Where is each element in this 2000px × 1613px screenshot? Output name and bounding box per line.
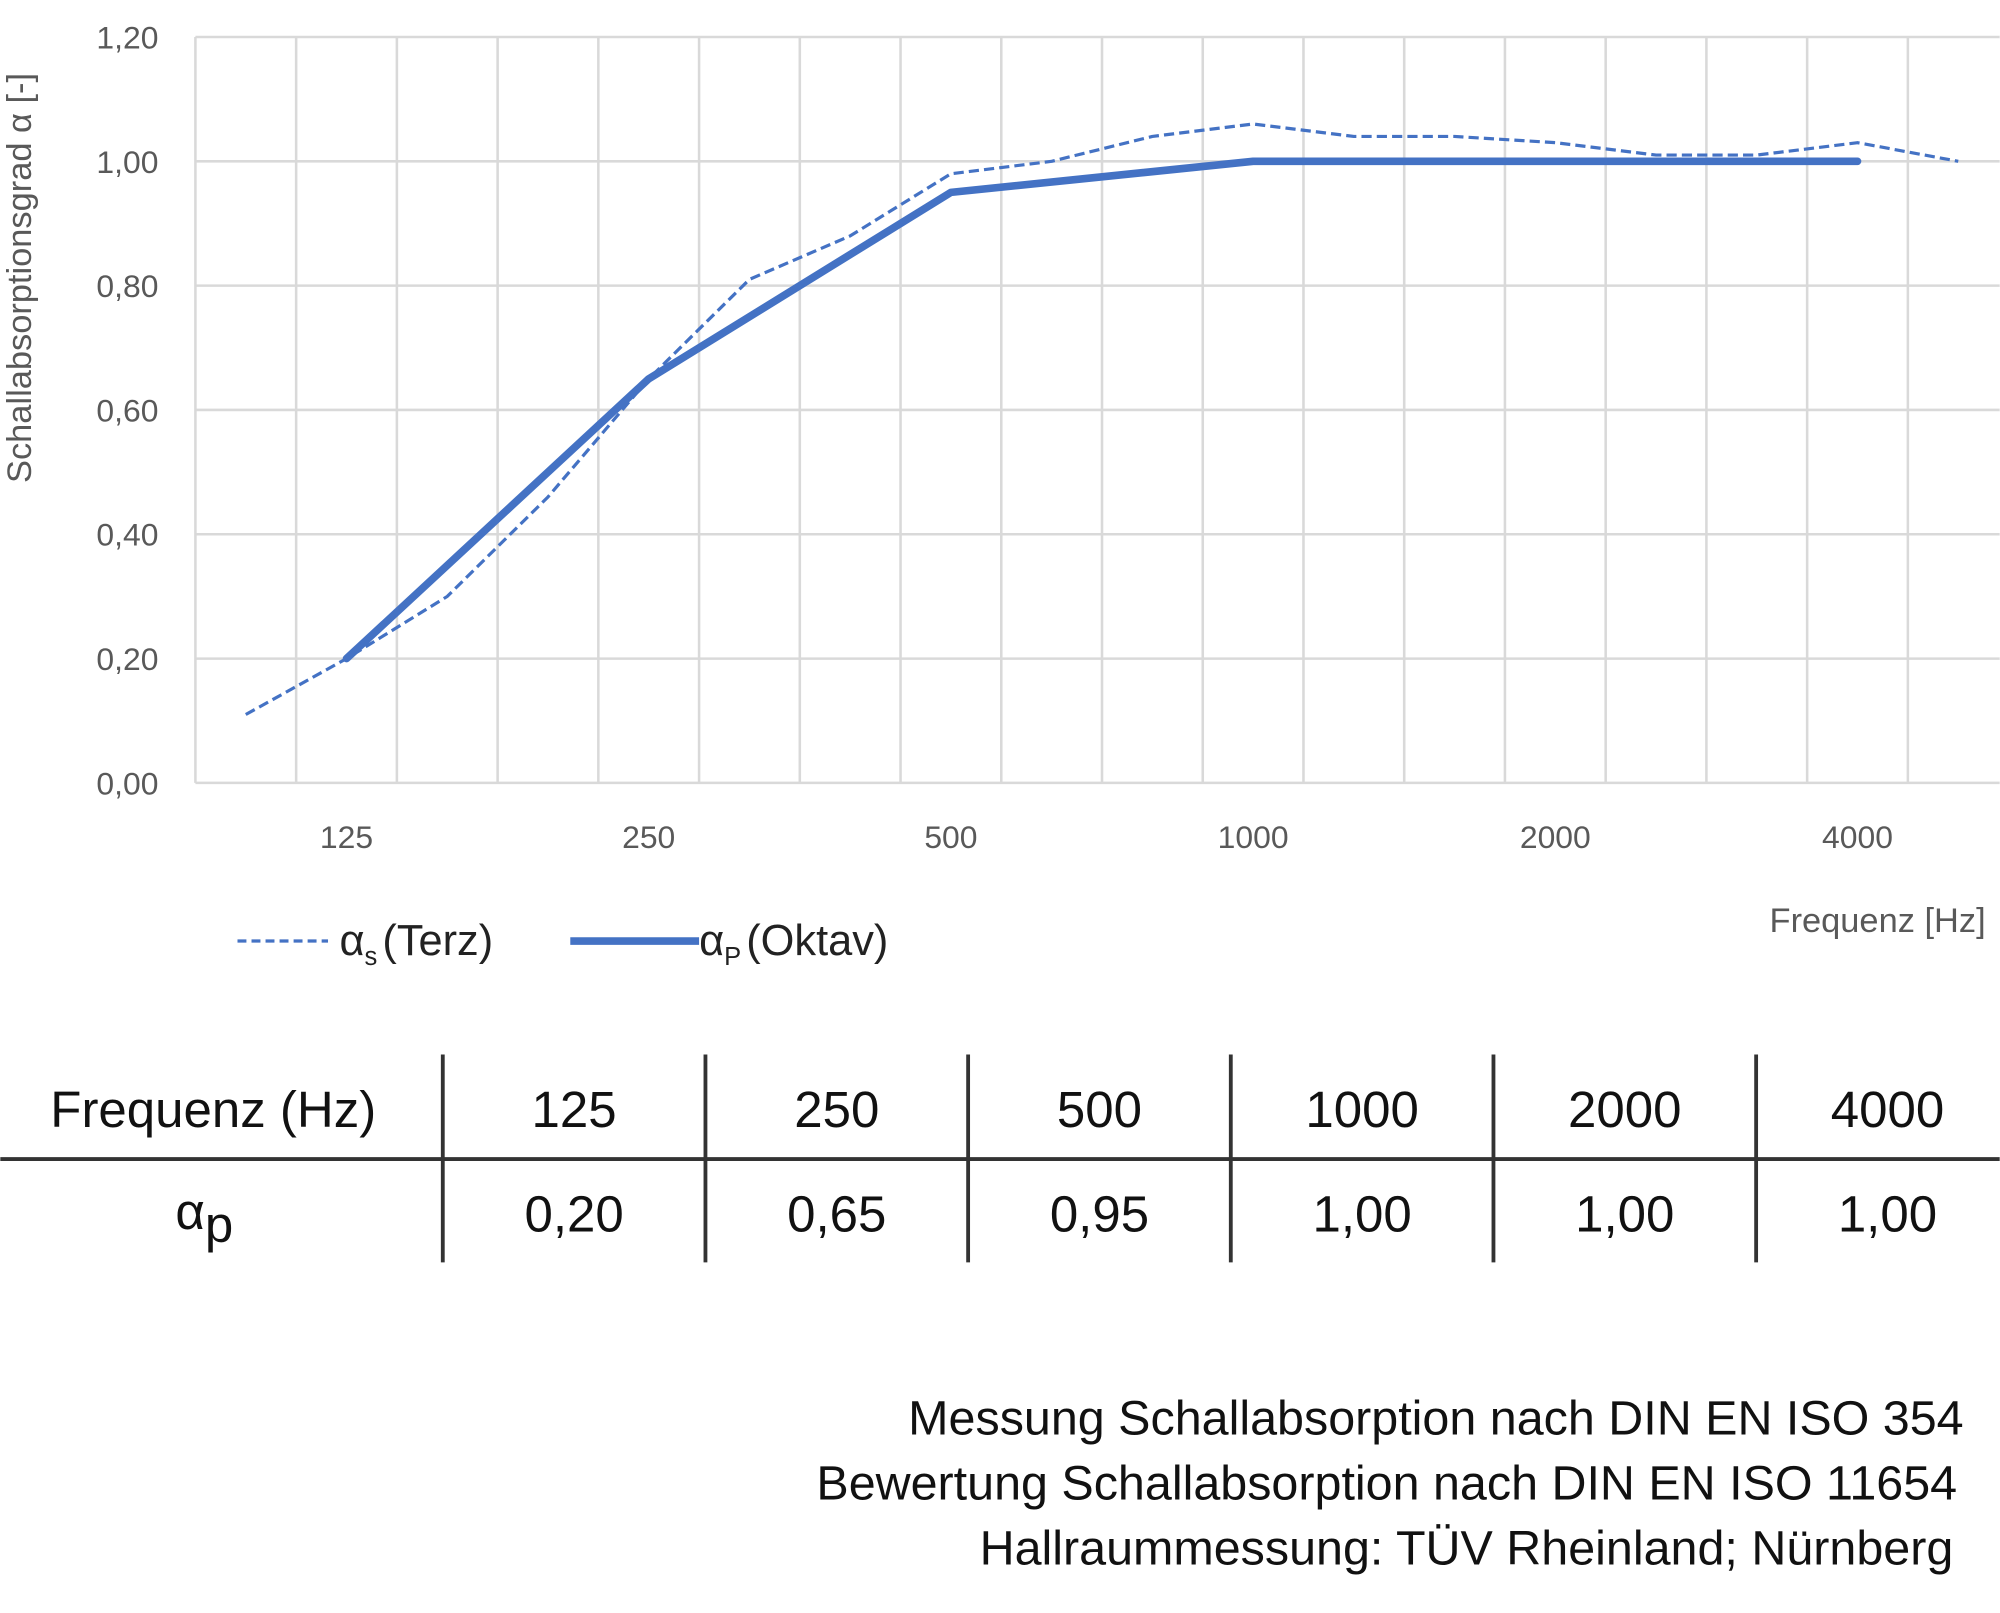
x-tick-labels: 125 250 500 1000 2000 4000 bbox=[320, 819, 1893, 855]
series-line-oktav bbox=[342, 157, 1862, 663]
y-tick-labels: 0,00 0,20 0,40 0,60 0,80 1,00 1,20 bbox=[96, 19, 158, 801]
y-tick-label: 0,00 bbox=[96, 765, 158, 801]
y-tick-label: 0,80 bbox=[96, 268, 158, 304]
table-frequency-cell: 1000 bbox=[1305, 1081, 1418, 1138]
y-tick-label: 0,60 bbox=[96, 392, 158, 428]
x-tick-label: 250 bbox=[622, 819, 675, 855]
y-tick-label: 1,20 bbox=[96, 19, 158, 55]
x-tick-label: 125 bbox=[320, 819, 373, 855]
table-frequency-cell: 2000 bbox=[1568, 1081, 1681, 1138]
table-frequency-cell: 250 bbox=[794, 1081, 879, 1138]
footer-notes: Messung Schallabsorption nach DIN EN ISO… bbox=[816, 1391, 1963, 1575]
series-line-terz bbox=[245, 122, 1959, 716]
legend-label-oktav: αP (Oktav) bbox=[699, 917, 888, 971]
table-value-cell: 1,00 bbox=[1312, 1186, 1411, 1243]
legend: αs (Terz) αP (Oktav) bbox=[237, 917, 888, 971]
x-tick-label: 1000 bbox=[1218, 819, 1289, 855]
values-table: Frequenz (Hz) αp 125 0,20 250 0,65 500 0,95 10… bbox=[0, 1054, 2000, 1263]
x-axis-label: Frequenz [Hz] bbox=[1770, 902, 1986, 940]
table-value-cell: 0,65 bbox=[787, 1186, 886, 1243]
table-value-cell: 1,00 bbox=[1838, 1186, 1937, 1243]
table-row-label: αp bbox=[175, 1183, 233, 1253]
y-tick-label: 0,20 bbox=[96, 641, 158, 677]
table-value-cell: 0,95 bbox=[1050, 1186, 1149, 1243]
series-lines bbox=[245, 122, 1959, 716]
table-frequency-cell: 4000 bbox=[1831, 1081, 1944, 1138]
legend-label-terz: αs (Terz) bbox=[339, 917, 493, 971]
y-tick-label: 1,00 bbox=[96, 144, 158, 180]
x-tick-label: 2000 bbox=[1520, 819, 1591, 855]
footer-line-2: Bewertung Schallabsorption nach DIN EN I… bbox=[816, 1457, 1957, 1511]
table-frequency-cell: 500 bbox=[1057, 1081, 1142, 1138]
x-tick-label: 500 bbox=[924, 819, 977, 855]
y-tick-label: 0,40 bbox=[96, 517, 158, 553]
x-tick-label: 4000 bbox=[1822, 819, 1893, 855]
table-value-cell: 1,00 bbox=[1575, 1186, 1674, 1243]
table-header-label: Frequenz (Hz) bbox=[50, 1081, 376, 1138]
footer-line-1: Messung Schallabsorption nach DIN EN ISO… bbox=[908, 1391, 1963, 1445]
footer-line-3: Hallraummessung: TÜV Rheinland; Nürnberg bbox=[980, 1522, 1954, 1576]
y-axis-label: Schallabsorptionsgrad α [-] bbox=[1, 73, 39, 483]
table-frequency-cell: 125 bbox=[532, 1081, 617, 1138]
table-value-cell: 0,20 bbox=[524, 1186, 623, 1243]
